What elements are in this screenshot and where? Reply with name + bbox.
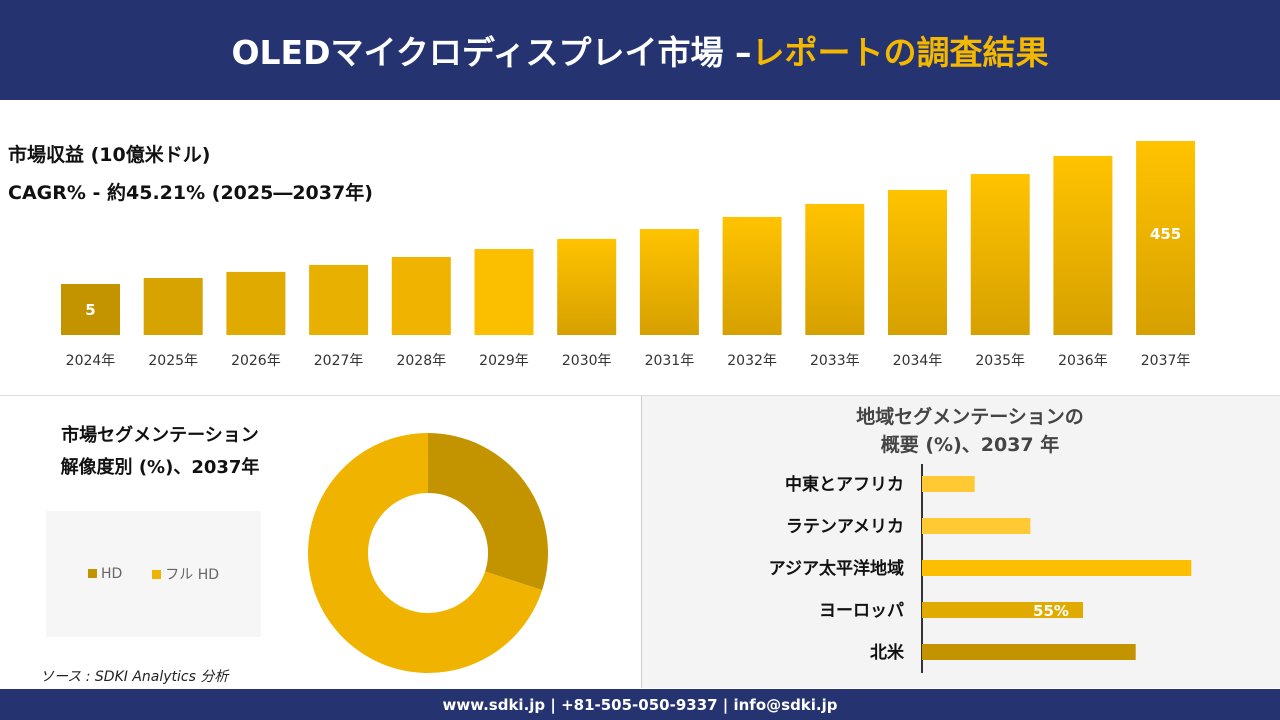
region-bar-1 — [922, 518, 1031, 534]
legend-label: フル HD — [165, 567, 220, 583]
title-accent: レポートの調査結果 — [751, 33, 1049, 72]
bar-2032年 — [722, 216, 782, 335]
bar-2031年 — [639, 229, 699, 335]
x-tick-label: 2027年 — [314, 353, 364, 369]
bar-2037年 — [1136, 141, 1196, 335]
x-tick-label: 2037年 — [1141, 353, 1191, 369]
region-bar-4 — [922, 644, 1136, 660]
title-main: OLEDマイクロディスプレイ市場 – — [231, 33, 752, 72]
revenue-bar-chart: 2024年 5 2025年 2026年 2027年 2028年 2029年 2030年 2031… — [61, 141, 1196, 369]
resolution-donut-chart — [308, 433, 548, 673]
region-label: ラテンアメリカ — [786, 517, 904, 537]
region-label: 中東とアフリカ — [785, 474, 904, 495]
page-header: OLEDマイクロディスプレイ市場 – レポートの調査結果 — [0, 0, 1280, 100]
bar-2026年 — [226, 271, 286, 335]
region-bar-2 — [922, 560, 1192, 576]
segment-title: 市場セグメンテーション 解像度別 (%)、2037年 — [20, 420, 300, 484]
segment-title-line2: 解像度別 (%)、2037年 — [60, 457, 260, 478]
bar-2027年 — [309, 264, 369, 335]
data-label: 55% — [1033, 602, 1069, 620]
divider — [0, 395, 1280, 396]
region-bar-3 — [922, 602, 1083, 618]
x-tick-label: 2030年 — [562, 353, 612, 369]
donut-legend: HD フル HD — [46, 511, 261, 637]
segment-title-line1: 市場セグメンテーション — [61, 425, 259, 446]
legend-item-fullhd: フル HD — [152, 564, 219, 584]
x-tick-label: 2033年 — [810, 353, 860, 369]
x-tick-label: 2032年 — [727, 353, 777, 369]
x-tick-label: 2028年 — [396, 353, 446, 369]
x-tick-label: 2026年 — [231, 353, 281, 369]
bar-2036年 — [1053, 155, 1113, 335]
data-label: 5 — [85, 301, 95, 319]
region-label: ヨーロッパ — [819, 601, 904, 621]
x-tick-label: 2031年 — [645, 353, 695, 369]
bar-2025年 — [143, 277, 203, 335]
bar-2033年 — [805, 203, 865, 335]
region-title: 地域セグメンテーションの 概要 (%)、2037 年 — [760, 403, 1180, 459]
bar-2034年 — [888, 189, 947, 335]
bar-2024年 — [61, 284, 120, 335]
x-tick-label: 2029年 — [479, 353, 529, 369]
bar-2028年 — [391, 256, 451, 335]
region-bar-0 — [922, 476, 975, 492]
region-label: アジア太平洋地域 — [769, 558, 904, 579]
region-title-line2: 概要 (%)、2037 年 — [880, 434, 1060, 456]
x-tick-label: 2025年 — [148, 353, 198, 369]
footer-contact: www.sdki.jp | +81-505-050-9337 | info@sd… — [0, 689, 1280, 720]
x-tick-label: 2034年 — [893, 353, 943, 369]
legend-item-hd: HD — [87, 566, 123, 582]
bar-2035年 — [970, 174, 1030, 335]
legend-label: HD — [100, 566, 123, 582]
x-tick-label: 2024年 — [66, 353, 116, 369]
bar-2029年 — [474, 249, 534, 335]
region-label: 北米 — [870, 642, 905, 663]
x-tick-label: 2035年 — [975, 353, 1025, 369]
x-tick-label: 2036年 — [1058, 353, 1108, 369]
source-note: ソース : SDKI Analytics 分析 — [40, 669, 229, 685]
data-label: 455 — [1150, 225, 1181, 243]
region-panel — [641, 396, 1280, 688]
donut-slice-0 — [428, 433, 548, 591]
cagr-text: CAGR% - 約45.21% (2025―2037年) — [8, 182, 373, 204]
region-title-line1: 地域セグメンテーションの — [856, 406, 1084, 428]
revenue-title: 市場収益 (10億米ドル) — [8, 144, 211, 166]
donut-slice-1 — [308, 433, 543, 673]
bar-2030年 — [557, 238, 617, 335]
